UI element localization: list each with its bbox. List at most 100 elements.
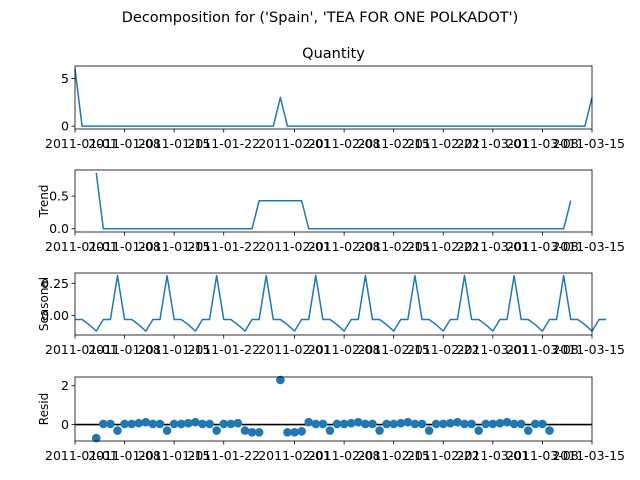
x-tick-label: 2011-02-08 xyxy=(308,342,381,357)
resid-point xyxy=(410,419,420,429)
x-tick-label: 2011-02-22 xyxy=(407,136,480,151)
figure-suptitle: Decomposition for ('Spain', 'TEA FOR ONE… xyxy=(122,10,519,26)
axes-frame xyxy=(74,272,593,336)
x-tick-label: 2011-02-01 xyxy=(258,239,331,254)
x-tick-label: 2011-01-08 xyxy=(88,448,161,463)
resid-point xyxy=(233,418,243,428)
x-tick-label: 2011-01-22 xyxy=(187,136,260,151)
resid-point xyxy=(488,419,498,429)
resid-point xyxy=(148,419,158,429)
x-tick-label: 2011-03-15 xyxy=(552,448,625,463)
panel-4: Resid 022011-01-012011-01-082011-01-15201… xyxy=(37,375,625,463)
resid-point xyxy=(346,418,356,428)
resid-point xyxy=(240,426,250,435)
resid-point xyxy=(353,417,363,427)
axes-frame xyxy=(74,376,593,442)
x-tick-label: 2011-03-01 xyxy=(457,239,530,254)
resid-point xyxy=(198,419,207,429)
x-tick-label: 2011-02-22 xyxy=(407,448,480,463)
x-tick-label: 2011-02-22 xyxy=(407,342,480,357)
resid-point xyxy=(453,417,462,427)
resid-point xyxy=(290,427,299,437)
x-tick-label: 2011-03-01 xyxy=(457,342,530,357)
x-tick-label: 2011-02-01 xyxy=(258,448,331,463)
resid-point xyxy=(375,426,384,435)
x-tick-label: 2011-01-08 xyxy=(88,136,161,151)
x-tick-label: 2011-03-15 xyxy=(552,342,625,357)
x-tick-label: 2011-02-15 xyxy=(357,239,430,254)
x-tick-label: 2011-03-08 xyxy=(506,342,579,357)
x-tick-label: 2011-02-15 xyxy=(357,342,430,357)
resid-point xyxy=(311,419,321,429)
x-tick-label: 2011-03-08 xyxy=(506,448,579,463)
resid-point xyxy=(191,417,200,427)
axes-frame xyxy=(74,169,593,233)
axes-frame xyxy=(74,65,593,130)
resid-point xyxy=(474,426,483,435)
x-tick-label: 2011-01-15 xyxy=(138,239,211,254)
resid-point xyxy=(438,419,448,429)
x-tick-label: 2011-01-01 xyxy=(45,448,118,463)
x-tick-label: 2011-01-01 xyxy=(45,136,118,151)
resid-point xyxy=(247,427,257,437)
x-tick-label: 2011-02-08 xyxy=(308,136,381,151)
resid-point xyxy=(325,426,335,435)
resid-point xyxy=(318,419,328,429)
x-tick-label: 2011-03-08 xyxy=(506,239,579,254)
x-tick-label: 2011-01-15 xyxy=(138,448,211,463)
panel-title: Quantity xyxy=(302,46,365,62)
x-tick-label: 2011-01-08 xyxy=(88,239,161,254)
x-tick-label: 2011-01-15 xyxy=(138,136,211,151)
y-tick-label: 0.25 xyxy=(41,276,69,291)
resid-point xyxy=(127,419,136,429)
resid-point xyxy=(361,419,370,429)
x-tick-label: 2011-02-22 xyxy=(407,239,480,254)
resid-point xyxy=(162,426,172,435)
x-tick-label: 2011-02-01 xyxy=(258,136,331,151)
series-line xyxy=(95,172,572,230)
x-tick-label: 2011-03-08 xyxy=(506,136,579,151)
resid-point xyxy=(297,427,306,436)
resid-point xyxy=(339,419,349,429)
y-tick-label: 0.5 xyxy=(49,189,69,204)
resid-point xyxy=(516,419,526,429)
x-tick-label: 2011-01-22 xyxy=(187,448,260,463)
y-tick-label: 0 xyxy=(61,119,69,134)
resid-point xyxy=(389,419,398,429)
resid-point xyxy=(396,418,406,428)
resid-point xyxy=(184,418,193,428)
resid-point xyxy=(523,426,533,435)
resid-point xyxy=(460,419,469,429)
resid-point xyxy=(219,419,229,429)
panel-2: Trend 0.0 0.5 2011-01-012011-01-082011-01-1… xyxy=(37,169,625,254)
x-tick-label: 2011-03-01 xyxy=(457,448,530,463)
y-tick-label: 0 xyxy=(61,417,69,432)
resid-point xyxy=(382,419,391,429)
resid-point xyxy=(538,419,547,429)
x-tick-label: 2011-02-15 xyxy=(357,448,430,463)
resid-point xyxy=(226,419,236,429)
x-tick-label: 2011-01-08 xyxy=(88,342,161,357)
resid-point xyxy=(205,419,214,429)
resid-point xyxy=(368,419,377,429)
resid-point xyxy=(113,426,122,435)
resid-point xyxy=(431,419,441,429)
resid-point xyxy=(254,427,264,437)
x-tick-label: 2011-01-22 xyxy=(187,342,260,357)
resid-point xyxy=(417,419,427,429)
x-tick-label: 2011-03-15 xyxy=(552,239,625,254)
resid-point xyxy=(276,375,285,385)
resid-point xyxy=(495,418,505,428)
x-tick-label: 2011-01-01 xyxy=(45,342,118,357)
series-line xyxy=(74,68,593,127)
resid-point xyxy=(304,417,314,427)
x-tick-label: 2011-02-01 xyxy=(258,342,331,357)
x-tick-label: 2011-02-08 xyxy=(308,448,381,463)
resid-point xyxy=(155,419,165,429)
y-tick-label: 5 xyxy=(61,71,69,86)
y-tick-label: 0.0 xyxy=(49,221,69,236)
x-tick-label: 2011-01-15 xyxy=(138,342,211,357)
y-axis-label: Resid xyxy=(37,393,51,425)
resid-point xyxy=(424,426,434,435)
